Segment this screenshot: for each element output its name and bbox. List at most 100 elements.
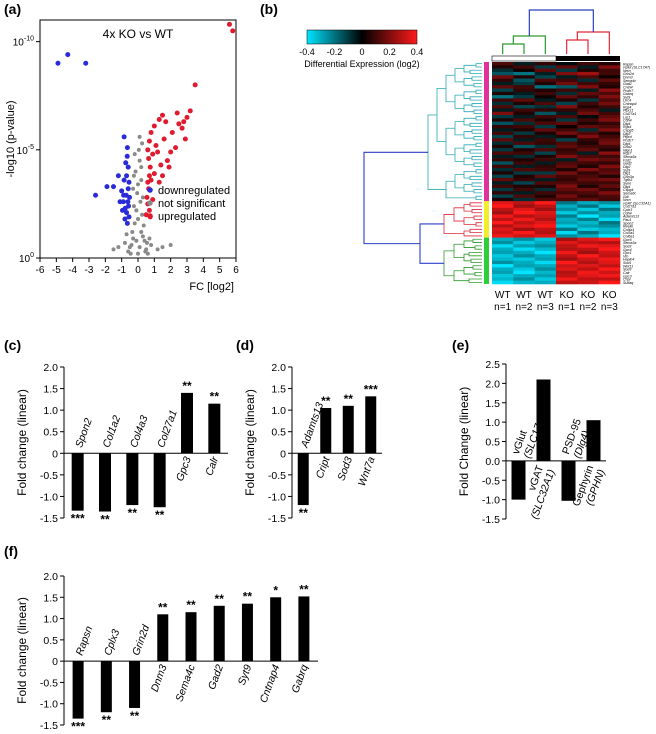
row-dendrogram-branch xyxy=(473,109,482,114)
row-label: Cspg5 xyxy=(623,129,633,133)
heatmap-cell xyxy=(492,144,514,149)
heatmap-cell xyxy=(556,128,578,132)
heatmap-cell xyxy=(577,98,599,103)
heatmap-cell xyxy=(513,158,535,162)
row-dendrogram-branch xyxy=(454,174,464,189)
y-tick-label: 1.5 xyxy=(485,398,500,410)
bar xyxy=(561,460,576,501)
heatmap-cell xyxy=(534,237,557,242)
heatmap-cell xyxy=(556,71,578,76)
heatmap-cell xyxy=(598,211,621,215)
heatmap-cell xyxy=(513,197,535,202)
heatmap-cell xyxy=(598,217,621,222)
bar-category-label: Gad2 xyxy=(206,663,226,691)
cluster-bar-yellow xyxy=(484,201,489,238)
row-dendrogram-branch xyxy=(475,89,482,94)
heatmap-cell xyxy=(577,174,599,179)
heatmap-cell xyxy=(513,280,535,285)
row-dendrogram-branch xyxy=(469,122,482,128)
heatmap-cell xyxy=(577,264,599,268)
heatmap-cell xyxy=(492,191,514,195)
y-tick-label: 10-10 xyxy=(13,36,34,49)
bar xyxy=(71,453,84,511)
heatmap-cell xyxy=(577,240,599,245)
row-dendrogram-branch xyxy=(469,228,482,234)
heatmap-cell xyxy=(598,221,621,225)
heatmap-cell xyxy=(577,171,599,175)
data-point-downregulated xyxy=(65,52,71,58)
row-dendrogram-branch xyxy=(473,136,482,141)
heatmap-cell xyxy=(556,237,578,242)
chart-title: 4x KO vs WT xyxy=(103,27,174,41)
data-point-upregulated xyxy=(161,136,167,142)
data-point-upregulated xyxy=(174,110,180,116)
panel-label-c: (c) xyxy=(4,337,21,353)
heatmap-cell xyxy=(577,75,599,79)
data-point-upregulated xyxy=(181,119,187,125)
heatmap-cell xyxy=(534,280,557,285)
data-point-upregulated xyxy=(146,138,152,144)
x-tick-label: 2 xyxy=(168,265,174,276)
heatmap-cell xyxy=(534,217,557,222)
row-label: Sema3a xyxy=(623,241,636,245)
heatmap-cell xyxy=(556,131,578,136)
heatmap-cell xyxy=(513,164,535,169)
heatmap-cell xyxy=(534,174,557,179)
heatmap-cell xyxy=(492,138,514,142)
row-dendrogram-branch xyxy=(471,103,482,108)
heatmap-cell xyxy=(577,214,599,219)
heatmap-cell xyxy=(556,264,578,268)
y-tick-label: 2.5 xyxy=(485,359,500,371)
row-label: Pcdh7 xyxy=(623,89,634,93)
heatmap-cell xyxy=(556,247,578,252)
data-point-not-significant xyxy=(137,245,142,250)
y-tick-label: -0.5 xyxy=(40,470,58,482)
heatmap-cell xyxy=(598,201,621,205)
data-point-downregulated xyxy=(119,207,125,213)
bar xyxy=(181,392,193,454)
row-label: Lrrc4 xyxy=(623,99,631,103)
heatmap-cell xyxy=(534,177,557,182)
colorbar-tick-label: -0.4 xyxy=(299,47,315,57)
significance-marker: ** xyxy=(299,506,309,520)
heatmap-cell xyxy=(513,85,535,89)
row-dendrogram-branch xyxy=(474,272,482,277)
heatmap-cell xyxy=(492,128,514,132)
heatmap-cell xyxy=(598,267,621,272)
y-tick-label: -1.0 xyxy=(482,495,500,507)
heatmap-cell xyxy=(556,211,578,215)
heatmap-cell xyxy=(513,101,535,106)
heatmap-cell xyxy=(598,191,621,195)
significance-marker: ** xyxy=(155,508,165,522)
heatmap-cell xyxy=(556,207,578,212)
row-dendrogram-branch xyxy=(463,104,474,113)
y-tick-label: -0.5 xyxy=(482,475,500,487)
data-point-upregulated xyxy=(155,149,161,155)
row-dendrogram-branch xyxy=(472,265,482,270)
heatmap-cell xyxy=(577,191,599,195)
data-point-downregulated xyxy=(126,203,132,209)
row-label: Wnt11 xyxy=(623,264,633,268)
row-dendrogram-branch xyxy=(470,258,482,263)
bar xyxy=(511,460,526,500)
heatmap-cell xyxy=(513,177,535,182)
heatmap-cell xyxy=(492,227,514,232)
x-tick-label: -2 xyxy=(101,265,110,276)
y-axis-label: Fold change (linear) xyxy=(15,597,29,704)
group-bar-wt xyxy=(491,55,557,62)
heatmap-cell xyxy=(598,277,621,281)
heatmap-cell xyxy=(513,75,535,79)
heatmap-cell xyxy=(577,95,599,99)
bar-category-label: Col4a3 xyxy=(128,414,151,450)
heatmap-cell xyxy=(492,78,514,83)
heatmap-cell xyxy=(556,254,578,258)
row-dendrogram-branch xyxy=(473,162,482,167)
data-point-not-significant xyxy=(145,251,150,256)
heatmap-cell xyxy=(513,187,535,192)
heatmap-cell xyxy=(598,207,621,212)
heatmap-cell xyxy=(534,164,557,169)
heatmap-cell xyxy=(556,151,578,156)
heatmap-cell xyxy=(534,91,557,96)
heatmap-cell xyxy=(513,264,535,268)
row-dendrogram-branch xyxy=(463,204,472,212)
